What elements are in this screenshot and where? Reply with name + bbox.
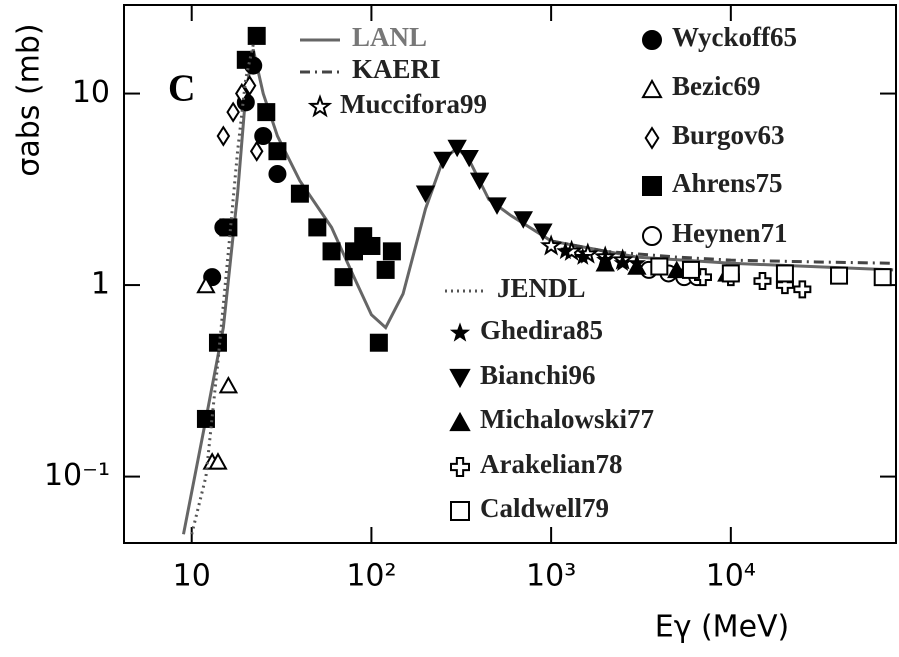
marker <box>793 280 812 299</box>
marker <box>376 260 395 279</box>
marker <box>753 272 772 291</box>
marker <box>308 218 327 237</box>
marker <box>433 151 453 170</box>
y-tick-label: 10⁻¹ <box>44 458 110 493</box>
marker <box>196 409 215 428</box>
x-tick-label: 10⁴ <box>706 559 756 594</box>
marker <box>334 268 353 287</box>
legend-label: Michalowski77 <box>480 404 654 434</box>
y-axis-label: σabs (mb) <box>12 23 47 176</box>
marker <box>249 140 264 162</box>
y-tick-label: 10 <box>72 75 110 110</box>
marker <box>382 242 401 261</box>
marker <box>235 82 249 105</box>
legend-marker <box>449 322 471 342</box>
legend-label: Ghedira85 <box>480 315 603 345</box>
legend-marker <box>307 94 333 118</box>
legend-label: Bezic69 <box>672 71 760 101</box>
marker <box>627 257 647 275</box>
legend-label: Burgov63 <box>672 120 785 150</box>
legend-marker <box>642 30 662 50</box>
marker <box>254 127 273 146</box>
marker <box>208 333 227 352</box>
marker <box>681 260 700 279</box>
marker <box>268 165 287 184</box>
marker <box>369 333 388 352</box>
marker <box>247 26 266 45</box>
legend-marker <box>642 176 662 196</box>
legend-label: Heynen71 <box>672 218 788 248</box>
legend-label: Ahrens75 <box>672 168 783 198</box>
legend-label: LANL <box>352 22 427 52</box>
legend-marker <box>449 368 471 389</box>
marker <box>290 184 309 203</box>
marker <box>513 211 533 229</box>
marker <box>573 247 592 265</box>
marker <box>362 236 381 255</box>
legend-label: Bianchi96 <box>480 360 596 390</box>
marker <box>556 241 575 260</box>
marker <box>667 260 687 279</box>
series-line <box>550 239 894 265</box>
x-tick-label: 10² <box>346 559 396 594</box>
marker <box>219 218 238 237</box>
x-tick-label: 10³ <box>526 559 576 594</box>
panel-label: C <box>168 68 195 110</box>
marker <box>775 264 794 283</box>
marker <box>487 197 507 215</box>
marker <box>415 185 436 203</box>
legend-label: Wyckoff65 <box>672 22 797 52</box>
legend-label: JENDL <box>497 273 586 303</box>
marker <box>218 375 239 394</box>
marker <box>344 242 363 261</box>
marker <box>447 139 467 158</box>
x-axis-label: Eγ (MeV) <box>655 610 790 645</box>
y-tick-label: 1 <box>91 267 110 302</box>
legend-marker <box>641 78 663 99</box>
marker <box>226 101 240 123</box>
marker <box>533 223 553 241</box>
marker <box>650 257 669 276</box>
x-tick-label: 10 <box>173 559 211 594</box>
legend-label: KAERI <box>352 54 441 84</box>
marker <box>268 142 287 161</box>
marker <box>257 103 276 122</box>
legend-label: Muccifora99 <box>340 89 487 119</box>
legend-marker <box>642 226 662 246</box>
marker <box>208 452 228 470</box>
plot-frame <box>123 4 897 544</box>
marker <box>236 50 255 69</box>
marker <box>595 253 615 272</box>
marker <box>873 268 892 287</box>
marker <box>539 234 563 256</box>
marker <box>459 149 479 168</box>
marker <box>721 264 740 283</box>
legend-marker <box>450 501 470 521</box>
marker <box>196 275 216 294</box>
legend-marker <box>450 457 470 477</box>
legend-label: Arakelian78 <box>480 449 623 479</box>
marker <box>613 253 632 271</box>
marker <box>322 242 341 261</box>
legend-label: Caldwell79 <box>480 493 609 523</box>
marker <box>216 125 231 147</box>
marker <box>469 172 490 191</box>
legend-marker <box>644 126 660 150</box>
legend-marker <box>449 411 471 432</box>
marker <box>830 266 849 285</box>
